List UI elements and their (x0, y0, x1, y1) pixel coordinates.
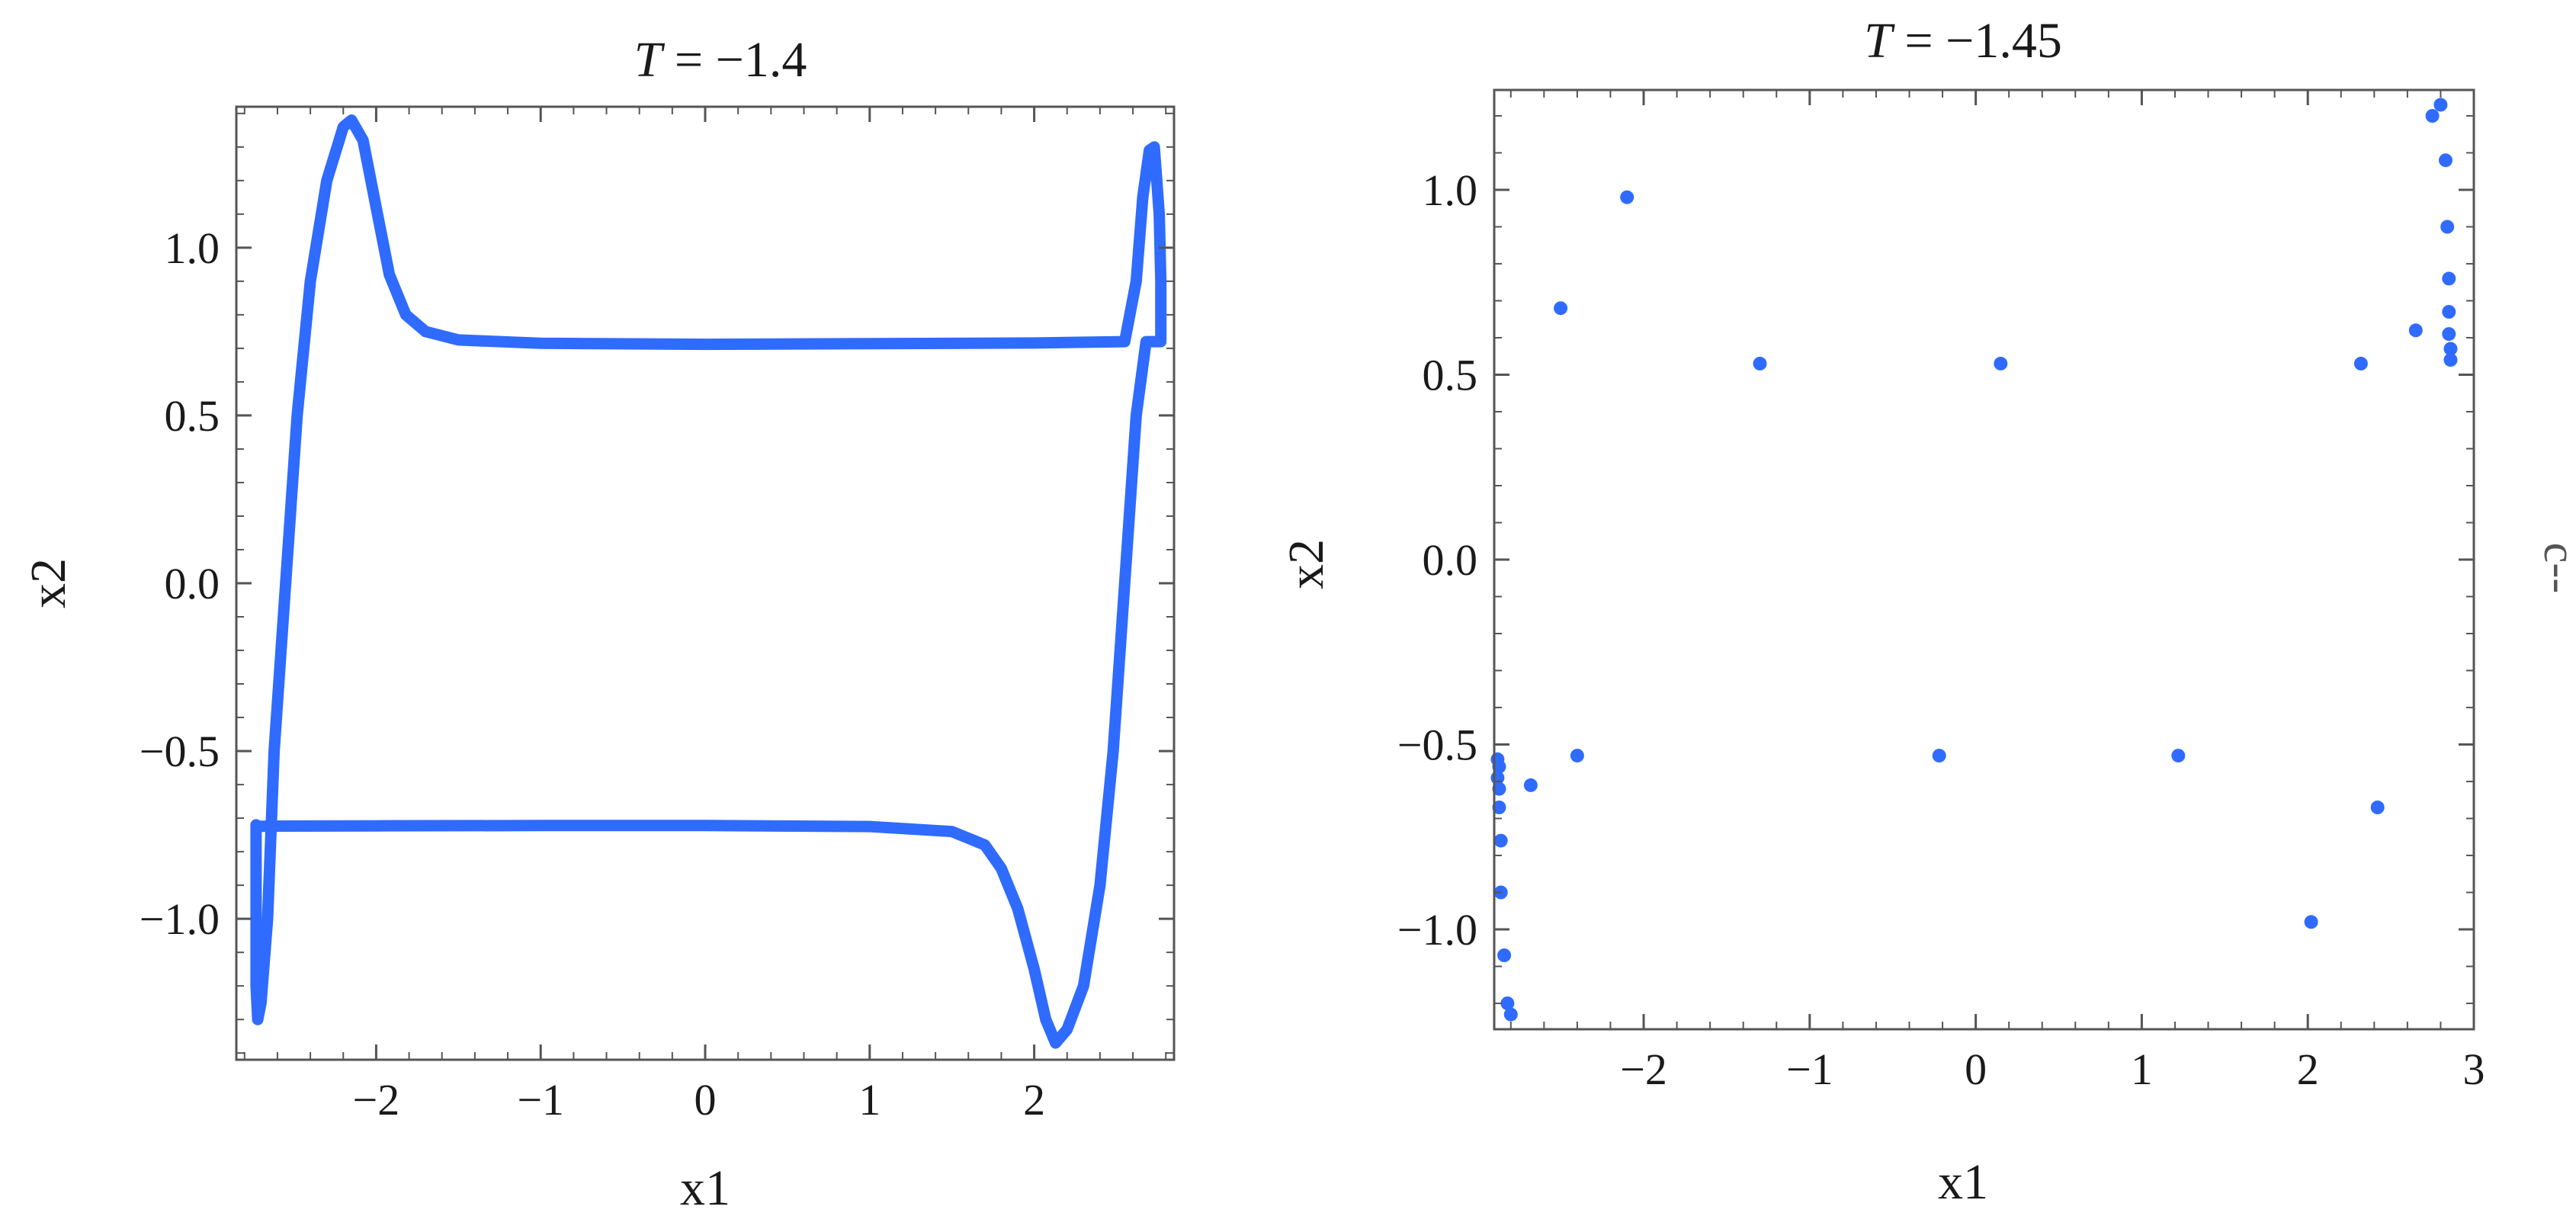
data-point-right (1493, 833, 1508, 848)
title-variable-right: T (1864, 13, 1895, 69)
chart-title-left: T = −1.4 (634, 32, 807, 88)
stray-mark-text: c-- (2535, 543, 2576, 594)
chart-title-right: T = −1.45 (1864, 13, 2062, 69)
y-tick-label-left: 0.5 (165, 391, 220, 441)
data-point-right (2433, 98, 2448, 112)
title-value-right: = −1.45 (1892, 13, 2062, 69)
plot-panel-left: T = −1.4 −2 −1 0 1 2 −1.0 −0.5 0.0 0.5 1.0 x1 x2 (21, 32, 1176, 1216)
data-point-right (1523, 778, 1538, 792)
y-tick-label-right: −0.5 (1397, 720, 1477, 770)
y-tick-label-right: 1.0 (1423, 165, 1478, 215)
data-point-right (2425, 109, 2440, 123)
x-tick-label-left: 1 (858, 1075, 881, 1125)
y-tick-label-left: 1.0 (165, 223, 220, 273)
title-variable-left: T (634, 32, 666, 88)
ticks-right: −2 −1 0 1 2 3 −1.0 −0.5 0.0 0.5 1.0 (1397, 90, 2485, 1094)
x-tick-label-right: −2 (1620, 1044, 1667, 1094)
y-axis-label-left: x2 (21, 558, 76, 608)
plot-frame-right (1493, 88, 2475, 1031)
x-tick-label-right: −1 (1786, 1044, 1833, 1094)
data-point-right (1620, 190, 1634, 204)
plot-frame-left (235, 105, 1176, 1061)
x-tick-label-left: −1 (517, 1075, 564, 1125)
data-point-right (2408, 323, 2423, 338)
y-tick-label-right: −1.0 (1397, 905, 1477, 955)
data-point-right (1492, 801, 1506, 814)
x-axis-label-right: x1 (1938, 1154, 1988, 1210)
x-tick-label-right: 1 (2131, 1044, 2153, 1094)
y-tick-label-left: −1.0 (140, 894, 220, 944)
series-line-left (250, 114, 1167, 1049)
x-axis-label-left: x1 (680, 1160, 730, 1216)
series-group-right (1490, 98, 2458, 1022)
data-point-right (2439, 153, 2452, 168)
x-tick-label-left: 2 (1023, 1075, 1045, 1125)
data-point-right (1994, 356, 2008, 371)
y-axis-label-right: x2 (1278, 539, 1334, 589)
ticks-left: −2 −1 0 1 2 −1.0 −0.5 0.0 0.5 1.0 (140, 107, 1174, 1125)
data-point-right (1503, 1007, 1518, 1022)
data-point-right (2370, 801, 2385, 814)
y-tick-label-left: 0.0 (165, 559, 220, 608)
x-tick-label-right: 2 (2297, 1044, 2319, 1094)
x-tick-label-left: 0 (695, 1075, 717, 1125)
y-tick-label-left: −0.5 (140, 727, 220, 776)
data-point-right (2353, 356, 2368, 371)
data-point-right (2440, 220, 2455, 234)
x-tick-label-right: 0 (1965, 1044, 1987, 1094)
title-value-left: = −1.4 (662, 32, 807, 88)
data-point-right (1492, 759, 1506, 774)
data-point-right (2443, 353, 2458, 367)
plot-panel-right: T = −1.45 −2 −1 0 1 2 3 −1.0 −0.5 0.0 0.5 1.0 x1 x… (1278, 13, 2485, 1210)
data-point-right (2443, 342, 2458, 356)
x-tick-label-left: −2 (353, 1075, 400, 1125)
x-tick-label-right: 3 (2463, 1044, 2485, 1094)
data-point-right (1500, 996, 1515, 1010)
y-tick-label-right: 0.0 (1423, 535, 1478, 585)
data-point-right (1497, 948, 1512, 962)
data-point-right (2442, 271, 2456, 286)
data-point-right (1492, 781, 1506, 796)
data-point-right (2442, 305, 2456, 319)
data-point-right (1932, 749, 1946, 763)
data-point-right (1753, 356, 1767, 371)
series-group-left (250, 114, 1167, 1049)
data-point-right (1554, 301, 1568, 316)
y-tick-label-right: 0.5 (1423, 350, 1478, 400)
data-point-right (2171, 749, 2186, 763)
data-point-right (2442, 327, 2456, 342)
data-point-right (1570, 749, 1584, 763)
data-point-right (2304, 915, 2318, 929)
